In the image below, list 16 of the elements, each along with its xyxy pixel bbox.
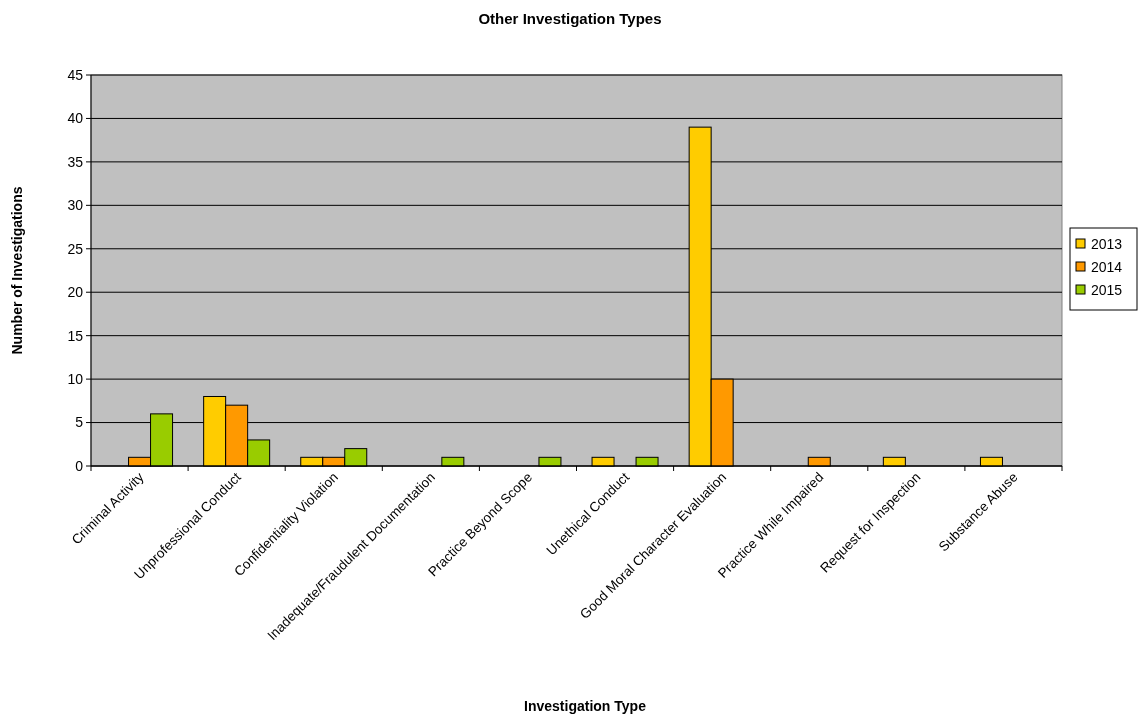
y-tick-label: 40 [67,110,84,127]
y-tick-label: 0 [75,457,84,474]
y-tick-label: 20 [67,284,84,301]
legend-label: 2014 [1091,258,1123,275]
y-axis-title: Number of Investigations [9,186,25,355]
y-tick-label: 45 [67,66,84,83]
y-tick-label: 10 [67,371,84,388]
x-axis-title: Investigation Type [524,698,647,714]
legend-label: 2013 [1091,235,1123,252]
y-tick-label: 25 [67,240,84,257]
y-tick-label: 15 [67,327,84,344]
chart-title: Other Investigation Types [478,10,662,27]
y-tick-label: 5 [75,414,84,431]
legend-label: 2015 [1091,281,1123,298]
y-tick-label: 30 [67,197,84,214]
y-tick-label: 35 [67,153,84,170]
